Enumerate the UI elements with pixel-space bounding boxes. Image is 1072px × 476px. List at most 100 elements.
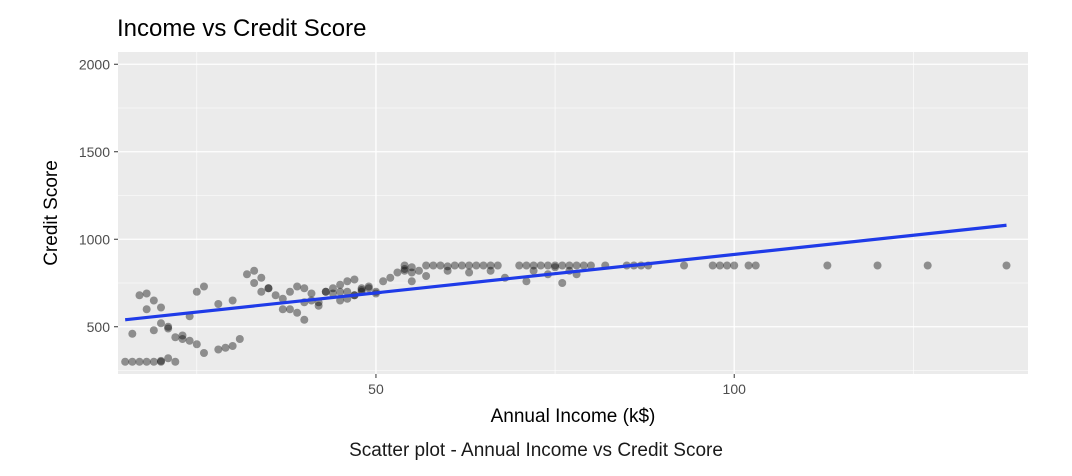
data-point [572, 261, 581, 270]
data-point [142, 289, 151, 298]
data-point [443, 262, 452, 271]
data-point [321, 287, 330, 296]
data-point [257, 287, 266, 296]
data-point [135, 291, 144, 300]
data-point [723, 261, 732, 270]
y-axis-title: Credit Score [41, 160, 62, 266]
data-point [278, 294, 287, 303]
data-point [228, 342, 237, 350]
data-point [357, 286, 366, 294]
data-point [715, 261, 724, 270]
data-point [379, 277, 388, 286]
data-point [214, 300, 223, 308]
data-point [400, 261, 409, 270]
data-point [149, 326, 158, 335]
trend-line [124, 223, 1007, 322]
data-point [744, 261, 753, 270]
data-point [271, 291, 280, 300]
x-tick-label: 50 [368, 381, 384, 397]
data-point [149, 296, 158, 305]
data-point [156, 303, 165, 312]
data-point [486, 266, 495, 275]
data-point [199, 282, 208, 291]
x-axis-ticks: 50 100 [368, 374, 746, 397]
data-point [314, 301, 323, 310]
data-point [121, 357, 130, 366]
data-point [551, 263, 560, 272]
data-point [178, 335, 187, 343]
data-point [343, 287, 352, 296]
data-point [422, 261, 431, 270]
data-point [558, 279, 567, 287]
data-point [235, 335, 244, 343]
data-point [214, 345, 223, 354]
data-point [221, 343, 230, 352]
data-point [551, 261, 560, 270]
data-point [364, 284, 373, 293]
data-point [472, 261, 481, 270]
data-point [493, 261, 502, 270]
data-point [708, 261, 717, 270]
data-point [565, 261, 574, 270]
chart-title: Income vs Credit Score [117, 15, 366, 42]
data-point [400, 265, 409, 273]
data-point [328, 289, 337, 298]
data-point [336, 287, 345, 296]
y-tick-label: 1000 [79, 231, 110, 247]
data-point [300, 315, 309, 324]
data-point [1002, 261, 1011, 270]
data-point [443, 266, 452, 275]
x-axis-title: Annual Income (k$) [491, 406, 656, 427]
data-point [285, 305, 294, 314]
data-point [586, 261, 595, 270]
y-tick-label: 500 [87, 319, 111, 335]
data-point [823, 261, 832, 270]
data-point [429, 261, 438, 270]
data-point [730, 261, 739, 270]
y-tick-label: 1500 [79, 144, 110, 160]
data-point [164, 324, 173, 333]
data-point [543, 261, 552, 270]
data-point [293, 308, 302, 317]
data-point [436, 261, 445, 270]
data-point [192, 340, 201, 349]
data-point [343, 277, 352, 286]
data-point [450, 261, 459, 270]
data-point [293, 282, 302, 291]
data-point [257, 273, 266, 282]
data-point [522, 261, 531, 270]
data-point [250, 266, 259, 275]
data-point [422, 272, 431, 280]
data-point [357, 284, 366, 293]
data-point [156, 319, 165, 328]
data-point [680, 261, 689, 270]
data-point [336, 280, 345, 289]
data-point [307, 289, 316, 298]
data-point [558, 261, 567, 270]
data-point [285, 287, 294, 296]
data-point [393, 268, 402, 277]
data-point [536, 261, 545, 270]
data-point [164, 322, 173, 331]
data-point [156, 356, 165, 365]
data-point [171, 357, 180, 366]
data-point [135, 357, 144, 366]
x-tick-label: 100 [723, 381, 747, 397]
data-point [156, 357, 165, 366]
scatter-chart: Income vs Credit Score 500 1000 1500 2000 5… [41, 15, 1028, 427]
data-point [407, 268, 416, 277]
data-point [192, 287, 201, 296]
figure-caption: Scatter plot - Annual Income vs Credit S… [349, 440, 723, 461]
data-point [242, 270, 251, 279]
data-point [364, 282, 373, 291]
data-point [515, 261, 524, 270]
data-point [457, 261, 466, 270]
data-point [185, 336, 194, 345]
data-point [164, 354, 173, 363]
data-point [142, 357, 151, 366]
data-point [228, 296, 237, 305]
data-point [250, 279, 259, 287]
data-point [479, 261, 488, 270]
data-point [400, 266, 409, 275]
y-axis-ticks: 500 1000 1500 2000 [79, 56, 118, 335]
